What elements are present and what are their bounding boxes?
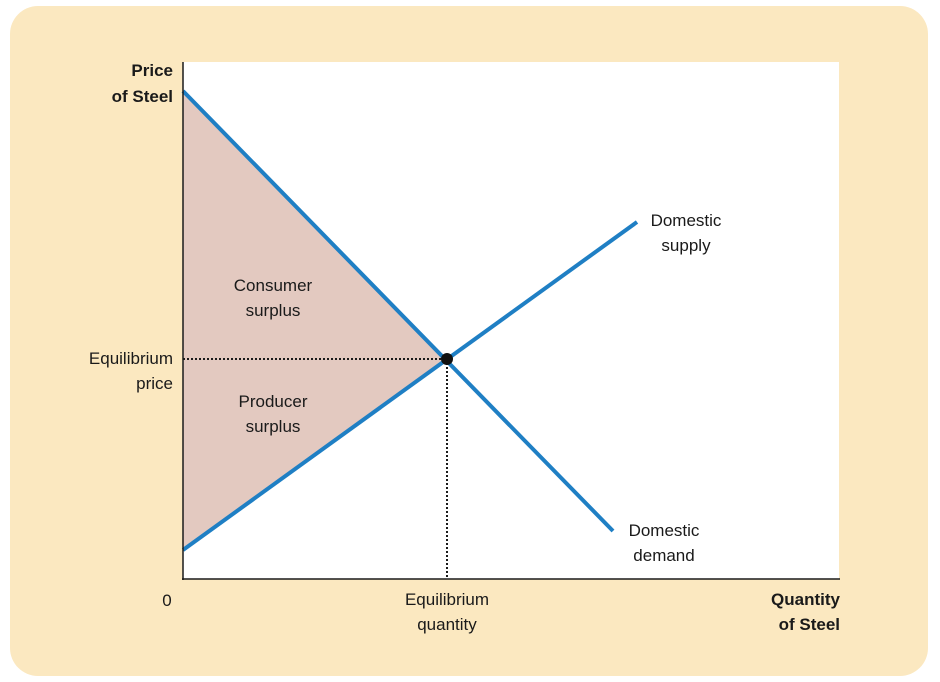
supply-curve-label: Domestic supply [650,211,722,255]
supply-curve [181,220,639,552]
surplus-region [183,91,447,550]
demand-curve-label: Domestic demand [628,521,700,565]
equilibrium-price-label: Equilibrium price [88,349,173,393]
origin-label: 0 [162,591,172,610]
equilibrium-point [441,353,453,365]
demand-curve [181,89,615,533]
x-axis-label: Quantity of Steel [771,590,840,634]
equilibrium-quantity-label: Equilibrium quantity [404,590,490,634]
producer-surplus-label: Producer surplus [238,392,308,436]
y-axis-label: Price of Steel [111,61,173,106]
consumer-surplus-label: Consumer surplus [233,276,313,320]
